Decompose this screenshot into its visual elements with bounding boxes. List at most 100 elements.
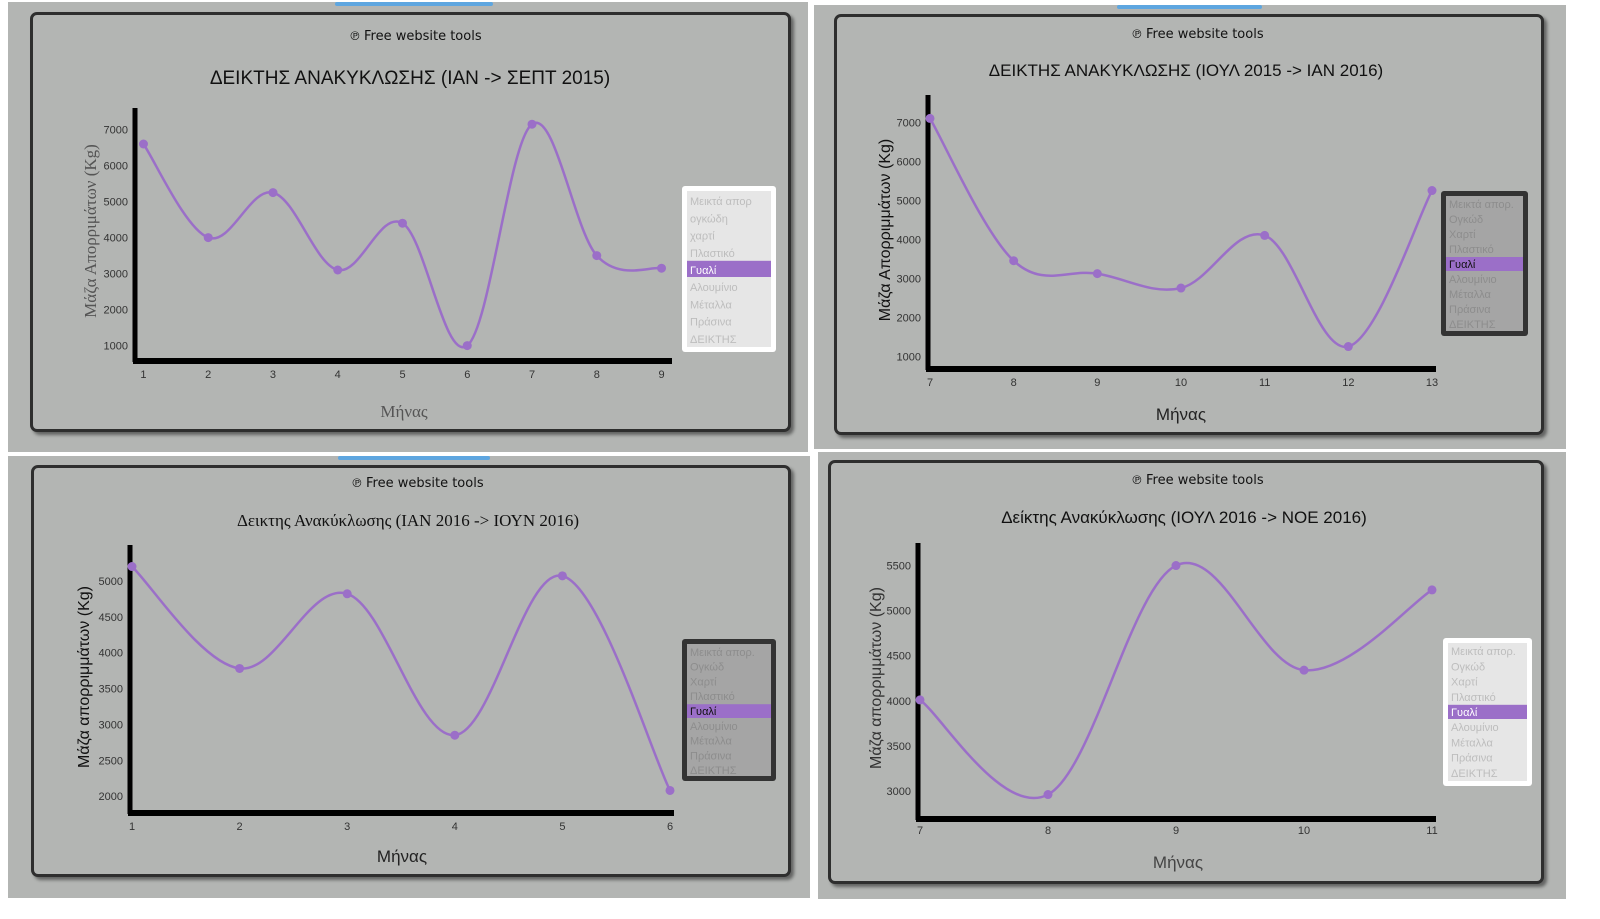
series-option[interactable]: Πλαστικό: [1451, 692, 1496, 704]
data-point[interactable]: [398, 218, 407, 228]
series-option[interactable]: Ογκώδ: [1449, 214, 1483, 226]
series-option[interactable]: Χαρτί: [1451, 677, 1478, 689]
data-point[interactable]: [1260, 230, 1270, 240]
series-option[interactable]: Πλαστικό: [690, 248, 735, 260]
credit-text: Free website tools: [1146, 27, 1264, 42]
y-axis-label: Μάζα Απορριμάτων (Kg): [81, 144, 100, 318]
y-tick-label: 3000: [99, 719, 123, 731]
series-option[interactable]: Χαρτί: [1449, 229, 1476, 241]
line-chart-3: Δεικτης Ανακύκλωσης (ΙΑΝ 2016 -> ΙΟΥΝ 20…: [76, 511, 776, 866]
credit-link-2[interactable]: ℗ Free website tools: [1131, 27, 1264, 42]
data-point[interactable]: [915, 695, 925, 705]
data-point[interactable]: [203, 233, 213, 243]
series-option[interactable]: Μεικτά απορ: [690, 196, 752, 208]
credit-link-1[interactable]: ℗ Free website tools: [349, 29, 482, 44]
data-point[interactable]: [1171, 561, 1181, 571]
series-option[interactable]: Γυαλί: [1451, 707, 1478, 719]
x-tick-label: 4: [335, 369, 341, 381]
series-option[interactable]: Αλουμίνιο: [690, 282, 738, 294]
series-option[interactable]: Γυαλί: [690, 265, 717, 277]
series-line: [131, 565, 672, 792]
series-option[interactable]: Γυαλί: [1449, 259, 1476, 271]
series-option[interactable]: ΔΕΙΚΤΗΣ: [1451, 768, 1498, 780]
chart-card-2: [834, 14, 1544, 435]
series-option[interactable]: Πράσινα: [690, 750, 732, 762]
line-chart-1: ΔΕΙΚΤΗΣ ΑΝΑΚΥΚΛΩΣΗΣ (ΙΑΝ -> ΣΕΠΤ 2015) 10…: [81, 68, 776, 421]
series-option[interactable]: Χαρτί: [690, 676, 717, 688]
series-option[interactable]: Ογκώδ: [1451, 661, 1485, 673]
panel-3-top-bar: [338, 456, 490, 460]
data-point[interactable]: [333, 265, 343, 275]
series-option[interactable]: Μέταλλα: [1451, 737, 1493, 749]
series-option[interactable]: Μεικτά απορ.: [1451, 646, 1516, 658]
series-option[interactable]: Πλαστικό: [1449, 244, 1494, 256]
data-point[interactable]: [235, 663, 245, 673]
series-option[interactable]: χαρτί: [690, 231, 715, 243]
series-selector[interactable]: Μεικτά απορ. Ογκώδ Χαρτί Πλαστικό Γυαλί Αλουμ…: [1443, 638, 1532, 786]
y-tick-label: 4000: [99, 648, 123, 660]
y-tick-label: 4000: [897, 234, 921, 246]
series-option[interactable]: ΔΕΙΚΤΗΣ: [690, 765, 737, 777]
y-tick-label: 2500: [99, 755, 123, 767]
x-tick-label: 5: [559, 821, 565, 833]
credit-text: Free website tools: [364, 29, 482, 44]
data-point[interactable]: [665, 785, 675, 795]
series-option[interactable]: Πράσινα: [1449, 304, 1491, 316]
credit-text: Free website tools: [366, 476, 484, 491]
series-option[interactable]: Μέταλλα: [690, 299, 732, 311]
data-point[interactable]: [592, 251, 602, 261]
y-tick-label: 3000: [104, 269, 128, 281]
panel-2-top-bar: [1117, 5, 1262, 9]
series-option[interactable]: Αλουμίνιο: [1451, 722, 1499, 734]
series-option[interactable]: Πλαστικό: [690, 691, 735, 703]
credit-text: Free website tools: [1146, 473, 1264, 488]
data-point[interactable]: [527, 119, 537, 129]
series-option[interactable]: Μεικτά απορ.: [1449, 199, 1514, 211]
series-selector[interactable]: Μεικτά απορ. Ογκώδ Χαρτί Πλαστικό Γυαλί Αλουμ…: [682, 639, 776, 781]
y-tick-label: 5000: [99, 576, 123, 588]
chart-card-4: [828, 460, 1544, 884]
x-tick-label: 8: [1011, 377, 1017, 389]
y-tick-label: 3500: [99, 684, 123, 696]
series-option[interactable]: ΔΕΙΚΤΗΣ: [690, 334, 737, 346]
x-tick-label: 6: [667, 821, 673, 833]
data-point[interactable]: [1427, 186, 1437, 196]
x-tick-label: 9: [1094, 377, 1100, 389]
data-point[interactable]: [1299, 665, 1309, 675]
data-point[interactable]: [657, 263, 667, 273]
series-option[interactable]: Μέταλλα: [1449, 289, 1491, 301]
data-point[interactable]: [925, 113, 935, 123]
series-option[interactable]: Μέταλλα: [690, 736, 732, 748]
series-option[interactable]: ΔΕΙΚΤΗΣ: [1449, 319, 1496, 331]
series-option[interactable]: Ογκώδ: [690, 662, 724, 674]
series-option[interactable]: Πράσινα: [1451, 753, 1493, 765]
data-point[interactable]: [1427, 585, 1437, 595]
series-option[interactable]: ογκώδη: [690, 213, 728, 225]
y-tick-label: 5500: [887, 561, 911, 573]
series-selector[interactable]: Μεικτά απορ. Ογκώδ Χαρτί Πλαστικό Γυαλί Αλουμ…: [1441, 191, 1528, 336]
y-tick-label: 6000: [897, 156, 921, 168]
data-point[interactable]: [127, 562, 137, 572]
credit-link-3[interactable]: ℗ Free website tools: [351, 476, 484, 491]
data-point[interactable]: [342, 589, 352, 599]
series-option[interactable]: Πράσινα: [690, 317, 732, 329]
series-option[interactable]: Μεικτά απορ.: [690, 647, 755, 659]
series-option[interactable]: Αλουμίνιο: [1449, 274, 1497, 286]
x-axis-label: Μήνας: [1153, 853, 1203, 872]
data-point[interactable]: [1176, 283, 1186, 293]
credit-link-4[interactable]: ℗ Free website tools: [1131, 473, 1264, 488]
data-point[interactable]: [450, 730, 460, 740]
data-point[interactable]: [462, 341, 472, 351]
series-option[interactable]: Αλουμίνιο: [690, 721, 738, 733]
series-selector[interactable]: Μεικτά απορ ογκώδη χαρτί Πλαστικό Γυαλί Αλουμ…: [682, 186, 776, 352]
data-point[interactable]: [1092, 269, 1102, 279]
data-point[interactable]: [1009, 256, 1019, 266]
data-point[interactable]: [268, 188, 278, 198]
data-point[interactable]: [138, 139, 148, 149]
data-point[interactable]: [557, 571, 567, 581]
data-point[interactable]: [1043, 790, 1053, 800]
data-point[interactable]: [1343, 342, 1353, 352]
series-option[interactable]: Γυαλί: [690, 706, 717, 718]
x-tick-label: 6: [464, 369, 470, 381]
y-tick-label: 2000: [99, 791, 123, 803]
